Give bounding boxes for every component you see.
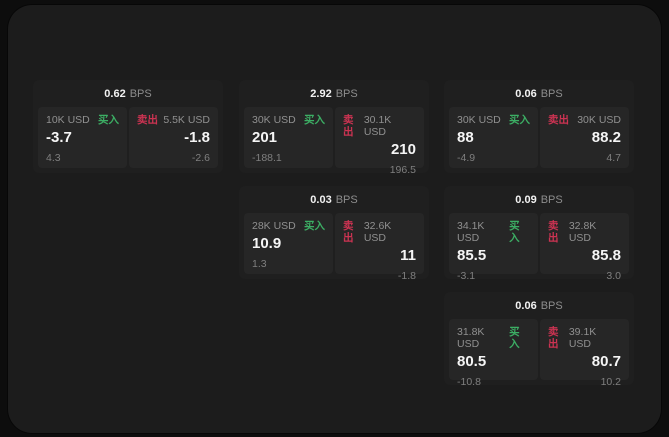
sell-tag: 卖出 [343, 114, 354, 138]
sell-amount: 32.8K USD [568, 220, 597, 244]
sell-tag: 卖出 [137, 114, 158, 126]
sell-amount: 39.1K USD [568, 326, 597, 350]
bps-header: 0.06 BPS [444, 80, 634, 107]
sell-delta: 3.0 [606, 270, 621, 279]
sell-amount: 30.1K USD [363, 114, 392, 138]
sell-price: -1.8 [184, 129, 210, 146]
sell-tile[interactable]: 卖出 39.1K USD 80.7 10.2 [540, 319, 629, 385]
sell-amount: 5.5K USD [163, 114, 210, 126]
buy-tile[interactable]: 28K USD 买入 10.9 1.3 [244, 213, 333, 274]
buy-tile[interactable]: 34.1K USD 买入 85.5 -3.1 [449, 213, 538, 279]
buy-amount: 30K USD [252, 114, 296, 126]
bps-card: 0.06 BPS 31.8K USD 买入 80.5 -10.8 卖出 39.1… [444, 292, 634, 385]
buy-tag: 买入 [509, 326, 520, 350]
buy-price: 10.9 [252, 235, 282, 252]
buy-amount: 31.8K USD [457, 326, 485, 350]
buy-tile[interactable]: 31.8K USD 买入 80.5 -10.8 [449, 319, 538, 385]
bps-value: 0.06 [515, 299, 537, 312]
sell-delta: -2.6 [191, 152, 210, 164]
buy-tile[interactable]: 30K USD 买入 201 -188.1 [244, 107, 333, 168]
bps-unit: BPS [540, 193, 563, 206]
sell-tag: 卖出 [548, 220, 559, 244]
sell-tile[interactable]: 卖出 32.6K USD 11 -1.8 [335, 213, 424, 279]
trading-panel: 0.62 BPS 10K USD 买入 -3.7 4.3 卖出 5.5K USD… [8, 5, 661, 433]
sell-tile[interactable]: 卖出 32.8K USD 85.8 3.0 [540, 213, 629, 279]
sell-delta: 10.2 [600, 376, 621, 385]
bps-card: 0.03 BPS 28K USD 买入 10.9 1.3 卖出 32.6K US… [239, 186, 429, 279]
buy-amount: 30K USD [457, 114, 501, 126]
bps-header: 0.06 BPS [444, 292, 634, 319]
buy-delta: -10.8 [457, 376, 481, 385]
sell-tag: 卖出 [343, 220, 354, 244]
bps-unit: BPS [335, 193, 358, 206]
buy-amount: 28K USD [252, 220, 296, 232]
sell-tag: 卖出 [548, 326, 559, 350]
sell-delta: -1.8 [397, 270, 416, 279]
buy-tile[interactable]: 10K USD 买入 -3.7 4.3 [38, 107, 127, 168]
buy-delta: -4.9 [457, 152, 476, 164]
sell-tile[interactable]: 卖出 30K USD 88.2 4.7 [540, 107, 629, 168]
bps-value: 0.09 [515, 193, 537, 206]
buy-price: 80.5 [457, 353, 487, 370]
buy-amount: 10K USD [46, 114, 90, 126]
buy-delta: 1.3 [252, 258, 267, 270]
bps-card: 0.09 BPS 34.1K USD 买入 85.5 -3.1 卖出 32.8K… [444, 186, 634, 279]
sell-price: 11 [400, 247, 416, 264]
buy-tag: 买入 [509, 220, 520, 244]
buy-tag: 买入 [509, 114, 530, 126]
sell-price: 80.7 [591, 353, 621, 370]
sell-price: 210 [390, 141, 416, 158]
bps-card: 2.92 BPS 30K USD 买入 201 -188.1 卖出 30.1K … [239, 80, 429, 173]
buy-price: 201 [252, 129, 278, 146]
sell-amount: 30K USD [577, 114, 621, 126]
buy-amount: 34.1K USD [457, 220, 485, 244]
buy-tag: 买入 [98, 114, 119, 126]
bps-unit: BPS [335, 87, 358, 100]
sell-tag: 卖出 [548, 114, 569, 126]
buy-delta: -3.1 [457, 270, 476, 279]
buy-price: -3.7 [46, 129, 72, 146]
bps-unit: BPS [540, 87, 563, 100]
bps-header: 2.92 BPS [239, 80, 429, 107]
bps-value: 0.06 [515, 87, 537, 100]
sell-amount: 32.6K USD [363, 220, 392, 244]
bps-card: 0.06 BPS 30K USD 买入 88 -4.9 卖出 30K USD 8… [444, 80, 634, 173]
bps-header: 0.03 BPS [239, 186, 429, 213]
bps-value: 0.62 [104, 87, 126, 100]
sell-price: 85.8 [591, 247, 621, 264]
sell-price: 88.2 [591, 129, 621, 146]
buy-delta: -188.1 [252, 152, 282, 164]
sell-tile[interactable]: 卖出 5.5K USD -1.8 -2.6 [129, 107, 218, 168]
bps-value: 0.03 [310, 193, 332, 206]
bps-unit: BPS [129, 87, 152, 100]
sell-delta: 4.7 [606, 152, 621, 164]
bps-unit: BPS [540, 299, 563, 312]
buy-tile[interactable]: 30K USD 买入 88 -4.9 [449, 107, 538, 168]
bps-card: 0.62 BPS 10K USD 买入 -3.7 4.3 卖出 5.5K USD… [33, 80, 223, 173]
sell-tile[interactable]: 卖出 30.1K USD 210 196.5 [335, 107, 424, 173]
bps-value: 2.92 [310, 87, 332, 100]
buy-tag: 买入 [304, 114, 325, 126]
buy-tag: 买入 [304, 220, 325, 232]
buy-price: 88 [457, 129, 474, 146]
bps-header: 0.09 BPS [444, 186, 634, 213]
bps-header: 0.62 BPS [33, 80, 223, 107]
buy-delta: 4.3 [46, 152, 61, 164]
buy-price: 85.5 [457, 247, 487, 264]
sell-delta: 196.5 [389, 164, 416, 173]
